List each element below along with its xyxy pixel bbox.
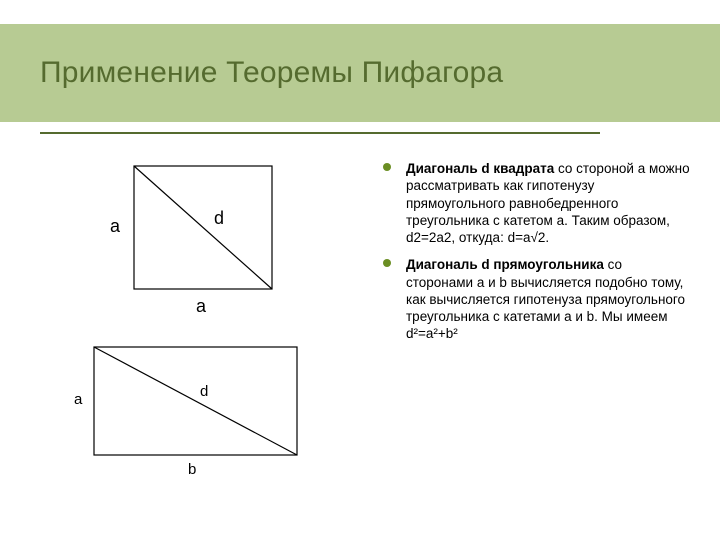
title-band: Применение Теоремы Пифагора <box>0 24 720 122</box>
slide: Применение Теоремы Пифагора a a d a b d <box>0 0 720 540</box>
square-label-d: d <box>214 208 224 229</box>
title-underline <box>40 132 600 134</box>
square-label-a-bottom: a <box>196 296 206 317</box>
square-svg <box>128 160 278 295</box>
slide-title: Применение Теоремы Пифагора <box>40 56 503 90</box>
bullet-list: Диагональ d квадрата со стороной a можно… <box>378 160 690 353</box>
rect-label-b-bottom: b <box>188 461 196 478</box>
square-label-a-left: a <box>110 216 120 237</box>
rect-label-d: d <box>200 383 208 400</box>
rectangle-svg <box>88 341 303 461</box>
figure-rectangle: a b d <box>88 341 358 461</box>
figure-square: a a d <box>128 160 398 295</box>
rect-label-a-left: a <box>74 391 82 408</box>
bullet-disc-icon <box>383 163 391 171</box>
bullet-bold: Диагональ d прямоугольника <box>406 257 604 272</box>
figures-area: a a d a b d <box>88 160 358 500</box>
bullet-bold: Диагональ d квадрата <box>406 161 554 176</box>
bullet-item: Диагональ d квадрата со стороной a можно… <box>378 160 690 246</box>
bullet-disc-icon <box>383 259 391 267</box>
bullet-item: Диагональ d прямоугольника со сторонами … <box>378 256 690 342</box>
